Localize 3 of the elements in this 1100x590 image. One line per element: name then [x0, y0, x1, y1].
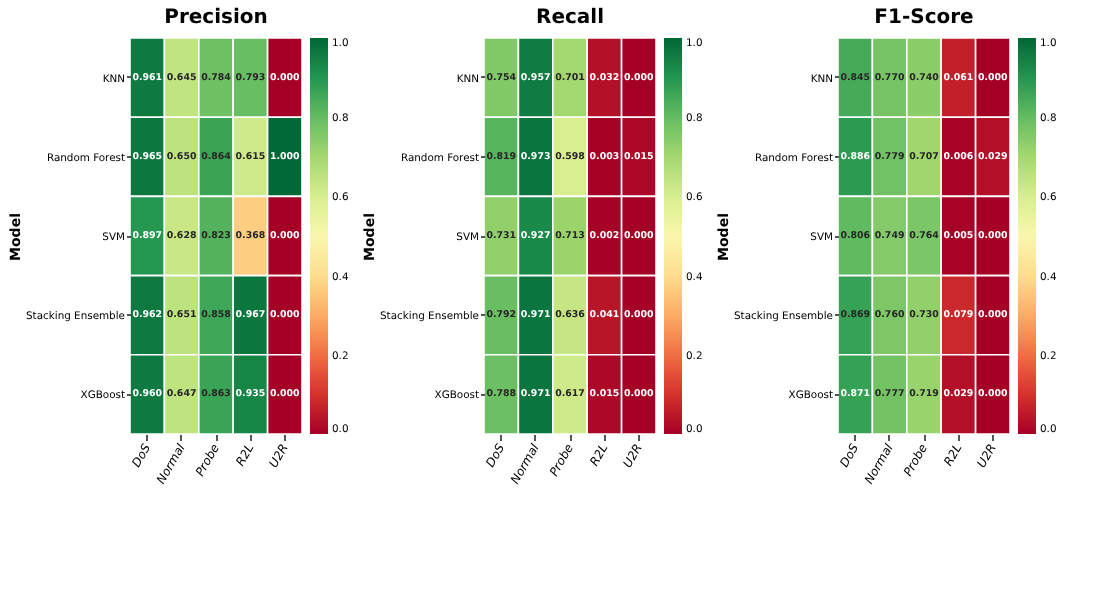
- chart-title: Recall: [535, 7, 605, 30]
- chart-title: F1-Score: [874, 7, 975, 30]
- chart-title: Precision: [164, 7, 268, 30]
